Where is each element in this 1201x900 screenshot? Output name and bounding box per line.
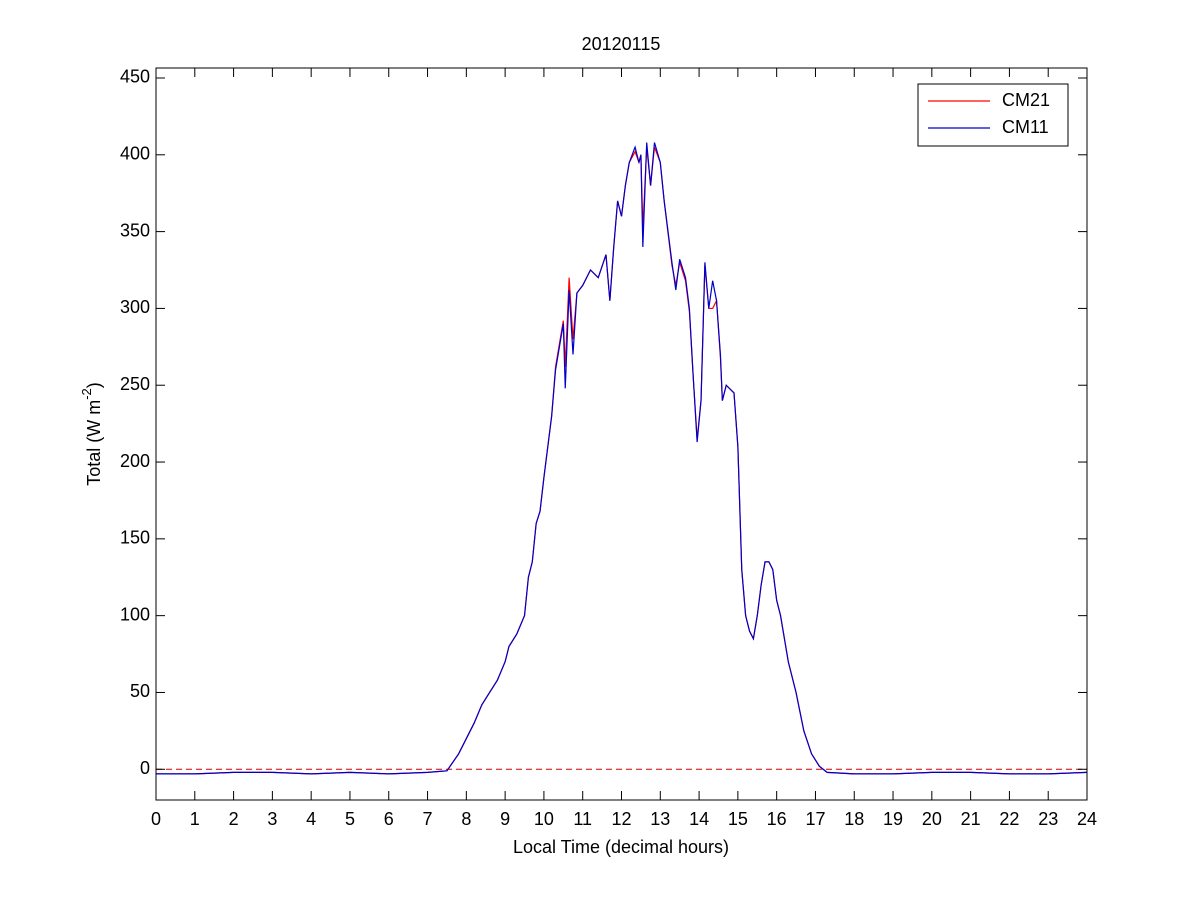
x-tick-label: 17 (805, 809, 825, 829)
y-tick-label: 150 (120, 528, 150, 548)
y-tick-label: 300 (120, 297, 150, 317)
chart-title: 20120115 (582, 34, 661, 54)
x-tick-label: 3 (267, 809, 277, 829)
y-tick-label: 200 (120, 451, 150, 471)
legend-label: CM11 (1002, 117, 1049, 137)
legend-label: CM21 (1002, 90, 1050, 110)
data-line (156, 142, 1088, 775)
x-tick-label: 12 (611, 809, 631, 829)
x-axis-label: Local Time (decimal hours) (513, 837, 729, 857)
x-tick-label: 4 (306, 809, 316, 829)
x-tick-label: 23 (1038, 809, 1058, 829)
x-tick-label: 16 (767, 809, 787, 829)
x-tick-label: 6 (384, 809, 394, 829)
x-tick-label: 8 (461, 809, 471, 829)
x-tick-label: 5 (345, 809, 355, 829)
x-tick-label: 15 (728, 809, 748, 829)
y-axis-label: Total (W m-2) (79, 382, 103, 486)
y-tick-label: 100 (120, 604, 150, 624)
x-tick-label: 13 (650, 809, 670, 829)
y-label-sup: -2 (79, 388, 94, 400)
y-label-text: Total (W m (84, 400, 104, 486)
x-tick-label: 11 (573, 809, 592, 829)
x-tick-label: 20 (922, 809, 942, 829)
x-tick-label: 0 (151, 809, 161, 829)
x-tick-label: 2 (229, 809, 239, 829)
x-tick-label: 10 (534, 809, 554, 829)
y-tick-label: 250 (120, 374, 150, 394)
x-tick-label: 14 (689, 809, 709, 829)
x-tick-label: 24 (1077, 809, 1097, 829)
y-tick-label: 450 (120, 67, 150, 87)
y-tick-label: 350 (120, 220, 150, 240)
y-tick-label: 400 (120, 144, 150, 164)
legend-box (917, 83, 1069, 147)
x-tick-label: 18 (844, 809, 864, 829)
y-tick-label: 0 (140, 758, 150, 778)
x-tick-label: 1 (190, 809, 200, 829)
x-tick-label: 21 (961, 809, 981, 829)
y-tick-label: 50 (130, 681, 150, 701)
y-label-end: ) (84, 382, 104, 388)
x-tick-label: 22 (999, 809, 1019, 829)
x-tick-label: 9 (500, 809, 510, 829)
x-tick-label: 7 (423, 809, 433, 829)
x-tick-label: 19 (883, 809, 903, 829)
